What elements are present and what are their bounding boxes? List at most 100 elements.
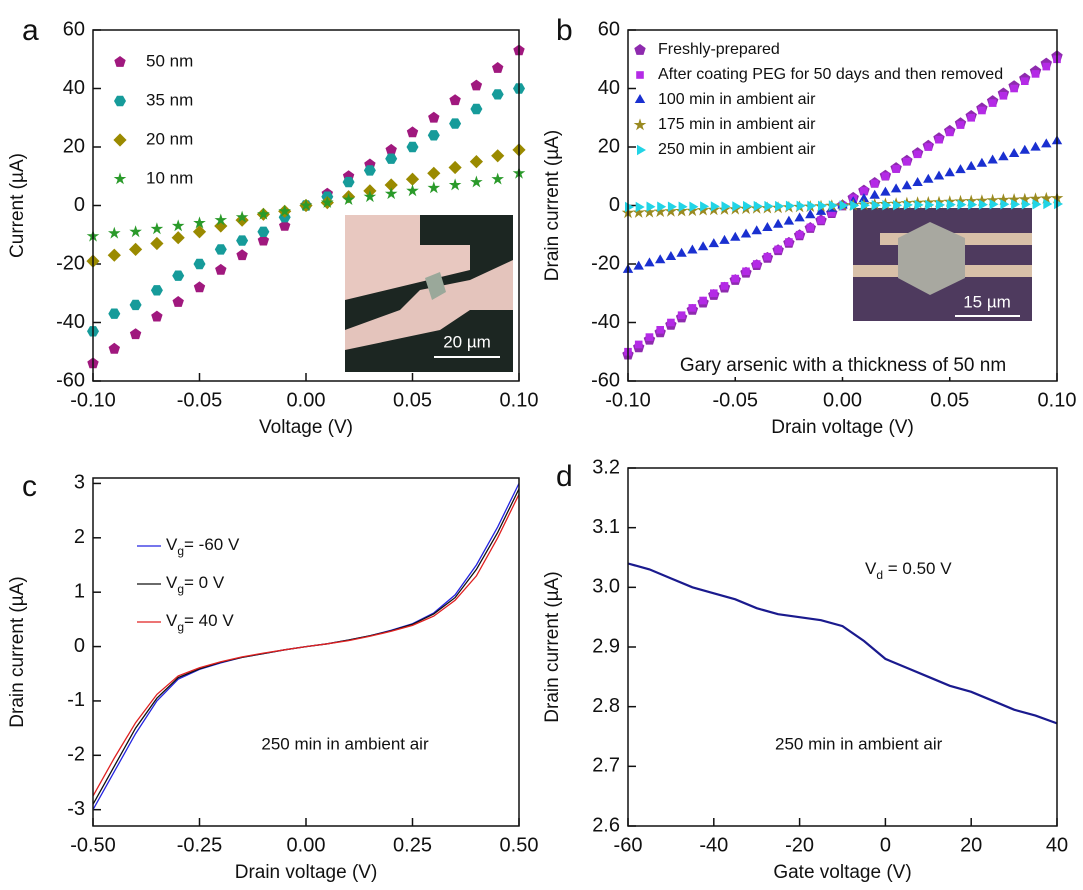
- marker: [644, 257, 655, 267]
- marker: [643, 205, 656, 218]
- marker: [751, 225, 762, 235]
- marker: [805, 209, 816, 219]
- marker: [955, 164, 966, 174]
- marker: [384, 187, 398, 200]
- marker: [828, 200, 838, 211]
- marker: [946, 199, 956, 210]
- marker: [807, 200, 817, 211]
- marker: [945, 128, 954, 137]
- x-tick-label: 0.00: [823, 389, 862, 411]
- legend-label: Vg= 40 V: [166, 611, 234, 634]
- marker: [236, 249, 248, 261]
- marker: [448, 160, 462, 175]
- y-tick-label: 2.7: [592, 755, 620, 777]
- annotation-box: [636, 351, 1051, 377]
- marker: [129, 328, 142, 340]
- marker: [363, 165, 376, 176]
- marker: [667, 318, 675, 327]
- marker: [860, 200, 870, 211]
- legend-marker: [114, 95, 126, 107]
- legend-label: Freshly-prepared: [658, 41, 780, 58]
- marker: [708, 238, 719, 248]
- marker: [257, 234, 270, 246]
- marker: [892, 165, 900, 173]
- legend-marker: [634, 94, 646, 103]
- marker: [236, 235, 249, 246]
- marker: [796, 200, 806, 211]
- marker: [912, 177, 923, 186]
- marker: [1007, 193, 1021, 205]
- annotation: 250 min in ambient air: [261, 734, 429, 753]
- marker: [1040, 191, 1053, 204]
- y-tick-label: 0: [74, 635, 85, 657]
- marker: [278, 204, 291, 217]
- plot-frame: [92, 477, 520, 827]
- marker: [710, 289, 718, 298]
- marker: [634, 340, 643, 349]
- marker: [740, 228, 752, 238]
- y-tick-label: 3.2: [592, 456, 620, 478]
- marker: [470, 79, 483, 91]
- marker: [700, 201, 710, 212]
- y-axis-label: Drain current (µA): [7, 576, 28, 727]
- y-tick-label: 2.9: [592, 635, 620, 657]
- marker: [129, 242, 143, 256]
- y-tick-label: 60: [598, 18, 620, 40]
- marker: [342, 176, 355, 188]
- marker: [427, 181, 441, 194]
- y-tick-label: 0: [74, 194, 85, 216]
- marker: [1029, 192, 1042, 205]
- marker: [794, 212, 805, 222]
- marker: [193, 281, 206, 293]
- marker: [172, 296, 184, 307]
- marker: [998, 151, 1009, 161]
- marker: [491, 172, 504, 185]
- marker: [1010, 84, 1018, 93]
- marker: [914, 199, 924, 211]
- x-tick-label: -0.10: [70, 389, 116, 411]
- marker: [870, 179, 879, 188]
- x-tick-label: -0.05: [712, 389, 758, 411]
- marker: [667, 201, 677, 212]
- line: [627, 562, 1058, 725]
- legend-marker: [637, 144, 646, 156]
- marker: [913, 150, 922, 159]
- marker: [108, 226, 121, 239]
- marker: [129, 225, 142, 238]
- inset-a: 20 µm: [345, 215, 513, 372]
- marker: [753, 200, 763, 212]
- marker: [1041, 138, 1052, 148]
- marker: [954, 194, 967, 207]
- marker: [976, 157, 988, 167]
- marker: [743, 200, 752, 212]
- marker: [925, 199, 935, 211]
- marker: [657, 201, 667, 212]
- legend-marker: [634, 44, 646, 55]
- marker: [742, 267, 750, 276]
- marker: [235, 210, 249, 223]
- legend-label: 35 nm: [146, 90, 193, 109]
- marker: [785, 200, 795, 211]
- marker: [321, 196, 334, 208]
- y-tick-label: 2: [74, 526, 85, 548]
- marker: [850, 200, 860, 211]
- y-tick-label: 40: [598, 77, 620, 99]
- y-axis-label: Drain current (µA): [542, 571, 563, 722]
- x-tick-label: -40: [699, 834, 728, 856]
- legend-marker: [636, 71, 644, 79]
- marker: [645, 333, 654, 341]
- y-tick-label: -1: [67, 689, 85, 711]
- marker: [491, 89, 504, 100]
- marker: [806, 223, 815, 232]
- marker: [731, 274, 740, 283]
- marker: [448, 178, 462, 191]
- x-tick-label: 0.10: [500, 389, 539, 411]
- marker: [171, 231, 185, 245]
- marker: [815, 205, 827, 215]
- plot-frame: [627, 29, 1058, 382]
- marker: [384, 178, 398, 192]
- marker: [957, 199, 967, 210]
- marker: [978, 199, 988, 210]
